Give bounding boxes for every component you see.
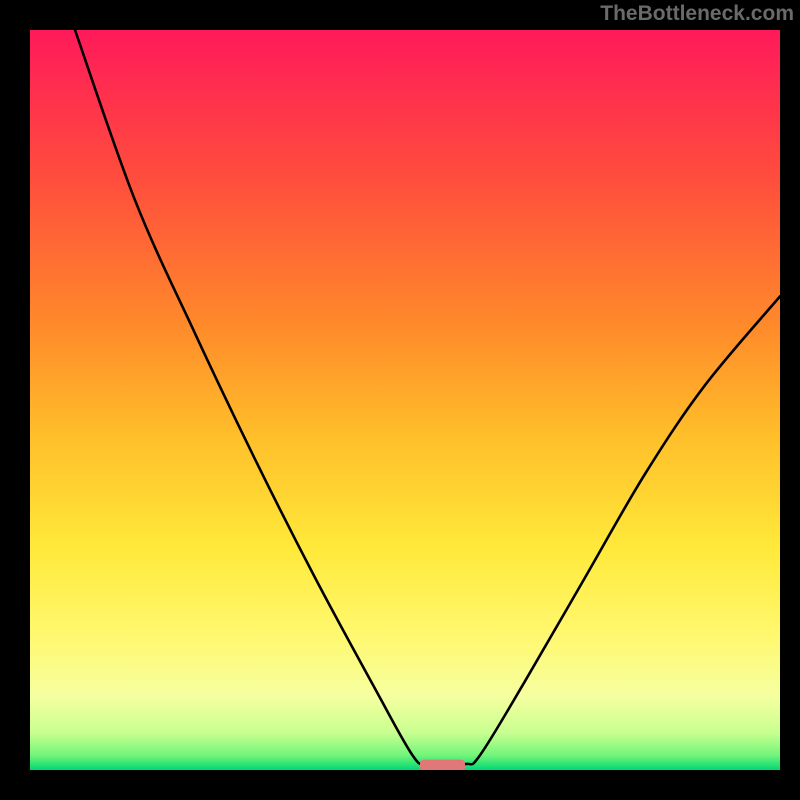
watermark-text: TheBottleneck.com	[594, 0, 800, 28]
bottleneck-curve	[75, 30, 780, 765]
plot-area	[30, 30, 780, 770]
optimal-marker	[420, 760, 465, 770]
chart-svg	[30, 30, 780, 770]
canvas: TheBottleneck.com	[0, 0, 800, 800]
